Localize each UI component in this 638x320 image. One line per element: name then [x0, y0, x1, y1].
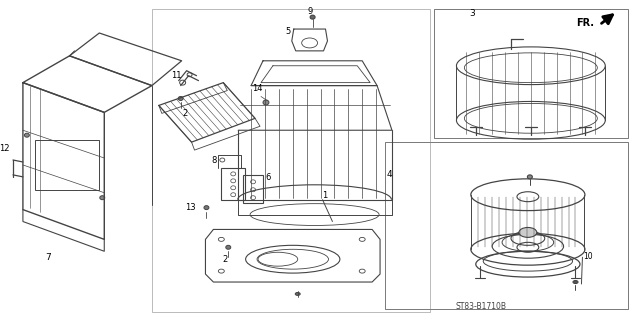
Bar	[434, 9, 628, 138]
Text: 1: 1	[322, 191, 327, 200]
Ellipse shape	[100, 196, 105, 200]
Ellipse shape	[178, 97, 183, 100]
Ellipse shape	[519, 228, 537, 237]
Ellipse shape	[573, 281, 578, 284]
Ellipse shape	[263, 100, 269, 105]
Bar	[35, 140, 100, 190]
Bar	[221, 168, 245, 200]
Ellipse shape	[295, 292, 300, 295]
Bar	[385, 142, 628, 309]
Ellipse shape	[24, 133, 29, 137]
Text: 2: 2	[223, 255, 228, 264]
Text: 3: 3	[470, 9, 475, 18]
Text: 5: 5	[286, 27, 291, 36]
Text: 11: 11	[171, 71, 181, 80]
Text: 8: 8	[211, 156, 216, 165]
Ellipse shape	[226, 245, 231, 249]
Ellipse shape	[528, 175, 532, 179]
Text: 13: 13	[185, 203, 195, 212]
Text: 6: 6	[265, 173, 271, 182]
Text: 9: 9	[308, 7, 313, 16]
Text: 7: 7	[45, 253, 50, 262]
Ellipse shape	[204, 206, 209, 210]
Text: 4: 4	[387, 170, 392, 180]
Text: 2: 2	[182, 109, 188, 118]
Bar	[152, 9, 429, 312]
Text: 10: 10	[583, 252, 593, 261]
Bar	[243, 175, 263, 203]
Text: 12: 12	[0, 144, 10, 153]
Ellipse shape	[310, 15, 315, 19]
Text: 14: 14	[252, 84, 263, 93]
Text: FR.: FR.	[576, 18, 595, 28]
Text: ST83-B1710B: ST83-B1710B	[456, 302, 507, 311]
